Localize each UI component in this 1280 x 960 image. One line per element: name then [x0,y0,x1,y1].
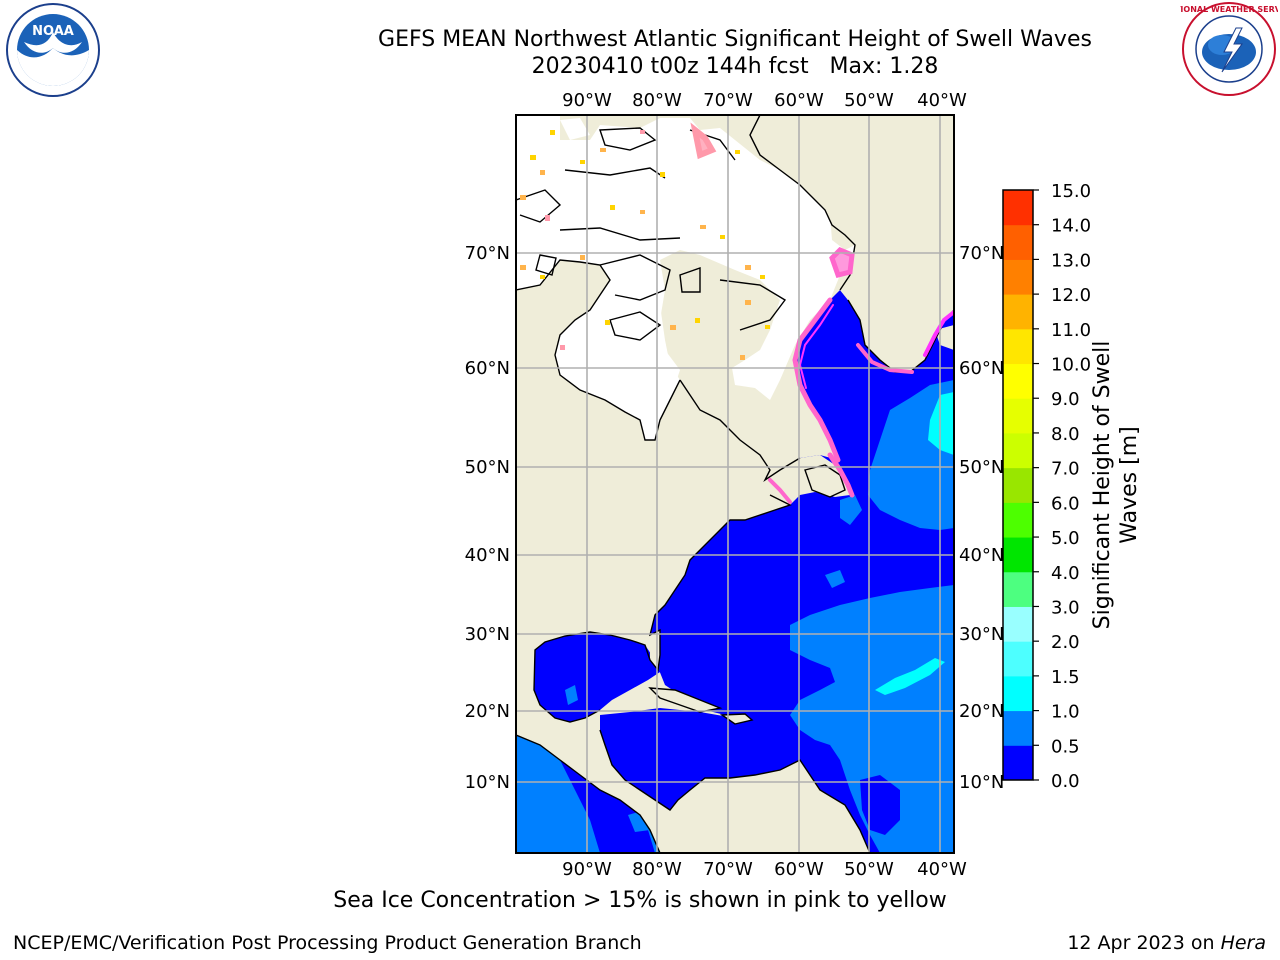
colorbar-segment [1003,259,1033,295]
cuba [650,688,720,712]
south-america [690,778,860,853]
footer-system: Hera [1220,932,1266,954]
colorbar-segment [1003,328,1033,365]
lat-label-right: 40°N [959,545,1004,566]
colorbar-segment [1003,398,1033,434]
lon-label-bottom: 80°W [632,859,682,880]
colorbar-segment [1003,641,1033,677]
lat-label-left: 40°N [465,545,510,566]
lon-label-top: 90°W [562,90,612,111]
colorbar-tick-label: 1.0 [1051,702,1080,723]
lon-label-top: 40°W [917,90,967,111]
lon-label-bottom: 40°W [917,859,967,880]
colorbar-tick-label: 0.5 [1051,736,1080,757]
title-line-2: 20230410 t00z 144h fcst Max: 1.28 [531,54,939,79]
colorbar-label-line-1: Significant Height of Swell [1090,340,1115,630]
lat-label-left: 50°N [465,457,510,478]
newfoundland [805,465,845,497]
colorbar-tick-label: 0.0 [1051,771,1080,792]
lat-label-right: 10°N [959,772,1004,793]
colorbar-label: Significant Height of Swell Waves [m] [1089,341,1143,630]
lat-label-right: 20°N [959,701,1004,722]
colorbar-frame [1002,189,1034,781]
lon-label-top: 70°W [703,90,753,111]
colorbar-segment [1003,467,1033,503]
lat-label-right: 60°N [959,358,1004,379]
colorbar-tick-label: 9.0 [1051,389,1080,410]
colorbar-segment [1003,537,1033,573]
lat-label-left: 20°N [465,701,510,722]
lon-label-bottom: 50°W [844,859,894,880]
colorbar-tick-label: 12.0 [1051,285,1091,306]
colorbar-tick-label: 13.0 [1051,250,1091,271]
noaa-logo-text: NOAA [32,24,74,39]
map-frame [515,114,955,854]
noaa-logo: NOAA [6,3,100,97]
colorbar-segment [1003,745,1033,781]
lat-label-left: 60°N [465,358,510,379]
colorbar-label-line-2: Waves [m] [1117,426,1142,544]
colorbar-tick-label: 6.0 [1051,493,1080,514]
colorbar-segment [1003,190,1033,226]
colorbar-segment [1003,710,1033,746]
sea-ice-caption: Sea Ice Concentration > 15% is shown in … [333,888,947,913]
colorbar-segment [1003,502,1033,538]
colorbar-segment [1003,294,1033,330]
colorbar: 0.0 0.5 1.0 1.5 2.0 3.0 4.0 5.0 6.0 7.0 8.0 9.0 10.0… [1002,181,1091,792]
footer-date: 12 Apr 2023 on Hera [1067,932,1266,954]
footer-credit: NCEP/EMC/Verification Post Processing Pr… [13,932,642,954]
lat-label-left: 30°N [465,624,510,645]
lon-label-top: 50°W [844,90,894,111]
colorbar-tick-label: 14.0 [1051,216,1091,237]
lat-label-left: 70°N [465,243,510,264]
lat-label-right: 50°N [959,457,1004,478]
caribbean-sea [598,708,800,810]
colorbar-tick-label: 10.0 [1051,355,1091,376]
lat-label-left: 10°N [465,772,510,793]
colorbar-tick-label: 15.0 [1051,181,1091,202]
colorbar-segment [1003,606,1033,642]
ocean-1-15 [928,392,954,455]
colorbar-segment [1003,432,1033,469]
svg-text:NATIONAL WEATHER SERVICE: NATIONAL WEATHER SERVICE [1180,5,1278,14]
colorbar-segment [1003,571,1033,607]
lat-label-right: 30°N [959,624,1004,645]
lon-label-bottom: 60°W [774,859,824,880]
title-line-1: GEFS MEAN Northwest Atlantic Significant… [378,27,1092,52]
lon-label-bottom: 70°W [703,859,753,880]
lon-label-bottom: 90°W [562,859,612,880]
chart-title: GEFS MEAN Northwest Atlantic Significant… [330,26,1140,80]
colorbar-segment [1003,224,1033,260]
sea-ice-edge [690,122,954,504]
colorbar-tick-label: 7.0 [1051,459,1080,480]
colorbar-segment [1003,363,1033,399]
lat-label-right: 70°N [959,243,1004,264]
nws-logo: NATIONAL WEATHER SERVICE [1180,2,1278,96]
colorbar-tick-label: 2.0 [1051,632,1080,653]
footer-date-text: 12 Apr 2023 on [1067,932,1221,954]
colorbar-tick-label: 5.0 [1051,528,1080,549]
colorbar-tick-label: 11.0 [1051,320,1091,341]
colorbar-segment [1003,675,1033,712]
colorbar-tick-label: 4.0 [1051,563,1080,584]
graticule [516,115,954,853]
arctic-ice-pixels [520,130,770,360]
lon-label-top: 60°W [774,90,824,111]
colorbar-tick-label: 1.5 [1051,667,1080,688]
lon-label-top: 80°W [632,90,682,111]
colorbar-tick-label: 3.0 [1051,597,1080,618]
greenland [750,115,954,372]
colorbar-tick-label: 8.0 [1051,424,1080,445]
gulf-of-mexico [534,632,660,722]
